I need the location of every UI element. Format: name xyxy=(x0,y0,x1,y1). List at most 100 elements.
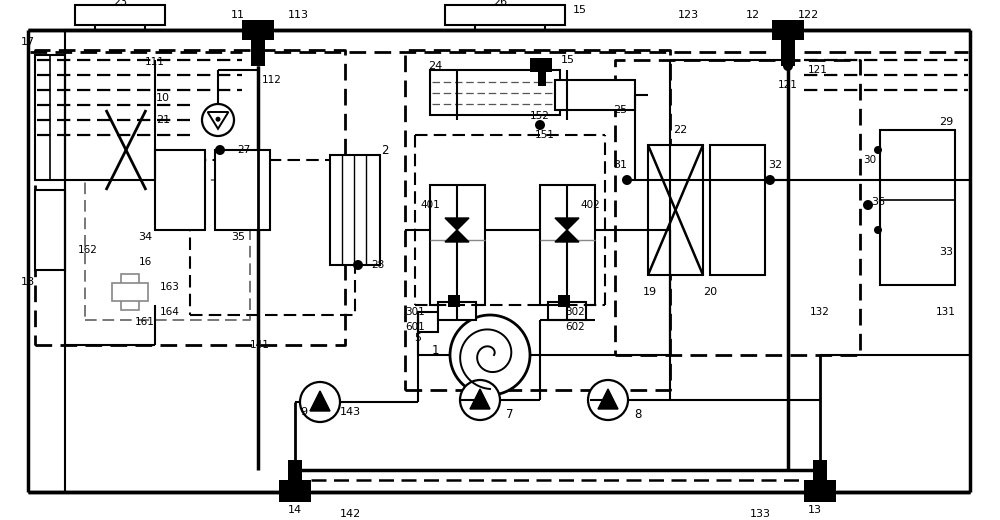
Circle shape xyxy=(588,380,628,420)
Text: 26: 26 xyxy=(493,0,507,7)
Text: 1: 1 xyxy=(431,344,439,357)
Text: 153: 153 xyxy=(530,59,550,69)
Polygon shape xyxy=(555,230,579,242)
Text: 402: 402 xyxy=(580,200,600,210)
Polygon shape xyxy=(445,218,469,230)
Text: 7: 7 xyxy=(506,409,514,422)
Bar xyxy=(215,150,270,230)
Text: 152: 152 xyxy=(530,111,550,121)
Circle shape xyxy=(874,226,882,234)
Text: 16: 16 xyxy=(138,257,152,267)
Text: 22: 22 xyxy=(673,125,687,135)
Text: 9: 9 xyxy=(300,407,308,417)
Bar xyxy=(880,130,955,285)
Text: 121: 121 xyxy=(778,80,798,90)
Text: 133: 133 xyxy=(750,509,770,519)
Bar xyxy=(35,55,65,180)
Text: 13: 13 xyxy=(808,505,822,515)
Circle shape xyxy=(202,104,234,136)
Text: 11: 11 xyxy=(231,10,245,20)
Text: 163: 163 xyxy=(160,282,180,292)
Text: 20: 20 xyxy=(703,287,717,297)
Bar xyxy=(781,38,795,66)
Text: 21: 21 xyxy=(156,115,170,125)
Text: 602: 602 xyxy=(565,322,585,332)
Circle shape xyxy=(874,146,882,154)
Text: 131: 131 xyxy=(936,307,956,317)
Bar xyxy=(35,190,65,270)
Bar xyxy=(804,480,836,502)
Text: 132: 132 xyxy=(810,307,830,317)
Text: 141: 141 xyxy=(250,340,270,350)
Text: 12: 12 xyxy=(746,10,760,20)
Text: 29: 29 xyxy=(939,117,953,127)
Bar xyxy=(430,185,485,305)
Bar xyxy=(530,58,552,72)
Circle shape xyxy=(460,380,500,420)
Bar xyxy=(121,274,139,310)
Text: 17: 17 xyxy=(21,37,35,47)
Bar xyxy=(418,312,438,332)
Text: 15: 15 xyxy=(561,55,575,65)
Polygon shape xyxy=(445,230,469,242)
Bar xyxy=(538,70,546,86)
Text: 36: 36 xyxy=(871,197,885,207)
Text: 23: 23 xyxy=(113,0,127,7)
Polygon shape xyxy=(208,112,228,129)
Text: 143: 143 xyxy=(339,407,361,417)
Bar xyxy=(75,5,165,25)
Text: 162: 162 xyxy=(78,245,98,255)
Bar xyxy=(540,185,595,305)
Bar xyxy=(445,5,565,25)
Text: 25: 25 xyxy=(613,105,627,115)
Bar xyxy=(448,295,460,307)
Text: 27: 27 xyxy=(237,145,251,155)
Text: 33: 33 xyxy=(939,247,953,257)
Text: 161: 161 xyxy=(135,317,155,327)
Polygon shape xyxy=(555,218,579,230)
Bar xyxy=(710,145,765,275)
Bar xyxy=(330,155,380,265)
Text: 151: 151 xyxy=(535,130,555,140)
Polygon shape xyxy=(598,389,618,409)
Bar xyxy=(430,70,560,115)
Text: 302: 302 xyxy=(565,307,585,317)
Text: 10: 10 xyxy=(156,93,170,103)
Circle shape xyxy=(863,200,873,210)
Bar xyxy=(558,295,570,307)
Circle shape xyxy=(765,175,775,185)
Bar xyxy=(648,145,703,275)
Bar xyxy=(251,38,265,66)
Text: 32: 32 xyxy=(768,160,782,170)
Text: 8: 8 xyxy=(634,409,642,422)
Bar xyxy=(813,460,827,482)
Bar xyxy=(555,80,635,110)
Circle shape xyxy=(300,382,340,422)
Text: 123: 123 xyxy=(677,10,699,20)
Bar xyxy=(548,302,586,320)
Bar xyxy=(242,20,274,40)
Bar xyxy=(279,480,311,502)
Circle shape xyxy=(622,175,632,185)
Circle shape xyxy=(215,145,225,155)
Text: 34: 34 xyxy=(138,232,152,242)
Bar xyxy=(288,460,302,482)
Text: 122: 122 xyxy=(797,10,819,20)
Bar xyxy=(155,150,205,230)
Text: 112: 112 xyxy=(262,75,282,85)
Text: 19: 19 xyxy=(643,287,657,297)
Text: 164: 164 xyxy=(160,307,180,317)
Text: 30: 30 xyxy=(863,155,877,165)
Text: 121: 121 xyxy=(808,65,828,75)
Text: 5: 5 xyxy=(415,333,422,343)
Text: 14: 14 xyxy=(288,505,302,515)
Bar xyxy=(112,283,148,301)
Text: 111: 111 xyxy=(145,57,165,67)
Text: 35: 35 xyxy=(231,232,245,242)
Circle shape xyxy=(783,61,793,71)
Text: 24: 24 xyxy=(428,61,442,71)
Text: 15: 15 xyxy=(573,5,587,15)
Circle shape xyxy=(353,260,363,270)
Text: 401: 401 xyxy=(420,200,440,210)
Text: 2: 2 xyxy=(381,144,389,157)
